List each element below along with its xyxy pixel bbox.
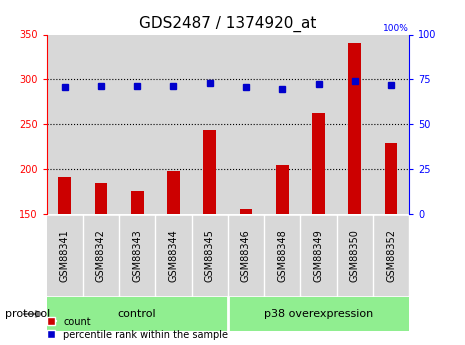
Bar <box>83 34 119 214</box>
FancyBboxPatch shape <box>193 216 227 295</box>
Title: GDS2487 / 1374920_at: GDS2487 / 1374920_at <box>139 16 317 32</box>
Bar <box>58 177 71 214</box>
FancyBboxPatch shape <box>265 216 299 295</box>
FancyBboxPatch shape <box>228 297 409 331</box>
FancyBboxPatch shape <box>47 216 82 295</box>
Text: GSM88346: GSM88346 <box>241 229 251 282</box>
Text: control: control <box>118 309 157 319</box>
FancyBboxPatch shape <box>120 216 154 295</box>
Text: GSM88350: GSM88350 <box>350 229 360 282</box>
Text: GSM88341: GSM88341 <box>60 229 70 282</box>
Text: GSM88349: GSM88349 <box>313 229 324 282</box>
Text: p38 overexpression: p38 overexpression <box>264 309 373 319</box>
Text: GSM88345: GSM88345 <box>205 229 215 282</box>
Bar <box>131 191 144 214</box>
Bar <box>385 143 398 214</box>
FancyBboxPatch shape <box>84 216 118 295</box>
Bar <box>155 34 192 214</box>
Bar <box>276 166 289 214</box>
FancyBboxPatch shape <box>229 216 263 295</box>
Bar <box>239 209 252 214</box>
Bar <box>94 184 107 214</box>
Bar <box>192 34 228 214</box>
Bar <box>337 34 373 214</box>
Legend: count, percentile rank within the sample: count, percentile rank within the sample <box>42 313 232 344</box>
FancyBboxPatch shape <box>46 297 228 331</box>
Text: GSM88342: GSM88342 <box>96 229 106 282</box>
Bar <box>264 34 300 214</box>
Bar <box>312 114 325 214</box>
Bar <box>203 130 216 214</box>
Text: protocol: protocol <box>5 309 50 319</box>
FancyBboxPatch shape <box>156 216 191 295</box>
Bar <box>167 171 180 214</box>
Bar <box>228 34 264 214</box>
Bar <box>348 42 361 214</box>
Bar <box>46 34 83 214</box>
Bar <box>373 34 409 214</box>
FancyBboxPatch shape <box>301 216 336 295</box>
FancyBboxPatch shape <box>338 216 372 295</box>
Bar <box>119 34 155 214</box>
FancyBboxPatch shape <box>374 216 408 295</box>
Text: GSM88352: GSM88352 <box>386 229 396 282</box>
Text: 100%: 100% <box>383 24 409 33</box>
Text: GSM88343: GSM88343 <box>132 229 142 282</box>
Text: GSM88348: GSM88348 <box>277 229 287 282</box>
Text: GSM88344: GSM88344 <box>168 229 179 282</box>
Bar <box>300 34 337 214</box>
